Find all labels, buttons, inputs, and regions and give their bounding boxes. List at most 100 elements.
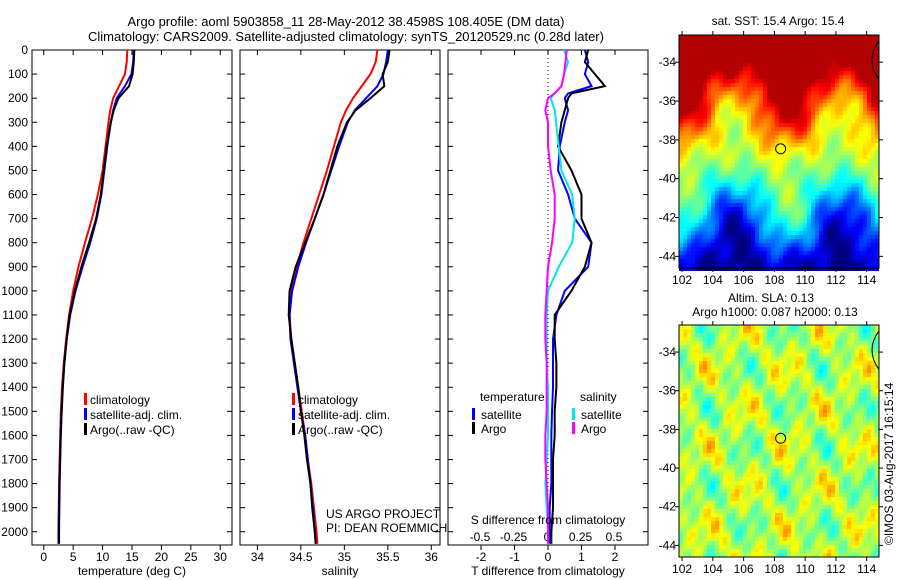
map-cell [703,329,707,333]
map-cell [687,353,691,357]
map-cell [679,151,683,155]
map-cell [759,365,763,369]
map-cell [859,139,863,143]
map-cell [791,243,795,247]
map-cell [715,465,719,469]
map-cell [735,227,739,231]
map-cell [767,377,771,381]
map-cell [739,39,743,43]
map-cell [827,71,831,75]
map-cell [807,429,811,433]
map-cell [715,163,719,167]
map-cell [691,397,695,401]
map-cell [843,417,847,421]
map-cell [815,437,819,441]
map-cell [711,349,715,353]
map-cell [755,377,759,381]
map-cell [723,397,727,401]
map-cell [799,429,803,433]
map-cell [683,115,687,119]
map-cell [875,421,879,425]
map-cell [731,353,735,357]
map-cell [811,453,815,457]
map-cell [679,405,683,409]
map-cell [731,263,735,267]
map-cell [783,103,787,107]
map-cell [795,175,799,179]
map-cell [803,369,807,373]
map-cell [839,445,843,449]
map-cell [683,203,687,207]
map-cell [687,51,691,55]
map-cell [851,151,855,155]
map-cell [835,127,839,131]
map-cell [723,337,727,341]
map-cell [775,385,779,389]
map-cell [687,163,691,167]
map-cell [727,127,731,131]
map-cell [679,329,683,333]
map-cell [819,79,823,83]
map-cell [795,357,799,361]
map-cell [683,87,687,91]
map-cell [795,445,799,449]
map-cell [739,199,743,203]
map-cell [847,449,851,453]
map-cell [863,329,867,333]
map-cell [723,75,727,79]
map-cell [875,353,879,357]
map-cell [867,115,871,119]
map-cell [711,247,715,251]
map-cell [775,373,779,377]
map-cell [863,95,867,99]
map-cell [731,381,735,385]
map-cell [779,361,783,365]
map-cell [727,369,731,373]
map-cell [851,369,855,373]
map-cell [699,163,703,167]
map-cell [779,63,783,67]
map-cell [727,103,731,107]
map-cell [731,445,735,449]
map-cell [731,337,735,341]
map-cell [839,429,843,433]
map-cell [751,239,755,243]
map-cell [695,71,699,75]
map-cell [771,87,775,91]
map-cell [723,449,727,453]
map-cell [803,385,807,389]
map-cell [859,417,863,421]
map-cell [875,215,879,219]
map-cell [835,111,839,115]
map-cell [767,35,771,39]
map-cell [775,267,779,271]
map-cell [735,159,739,163]
map-cell [847,255,851,259]
map-cell [683,247,687,251]
map-cell [807,123,811,127]
map-cell [691,155,695,159]
map-cell [723,345,727,349]
map-cell [683,191,687,195]
map-cell [839,143,843,147]
map-cell [875,437,879,441]
map-cell [691,183,695,187]
map-cell [679,239,683,243]
map-cell [859,325,863,329]
map-cell [815,243,819,247]
map-cell [759,203,763,207]
map-cell [875,369,879,373]
map-cell [799,345,803,349]
depth-tick-label: 1600 [1,428,28,442]
map-cell [703,341,707,345]
map-cell [847,123,851,127]
map-cell [875,95,879,99]
map-cell [683,55,687,59]
map-cell [823,91,827,95]
map-cell [783,341,787,345]
map-cell [767,361,771,365]
map-cell [871,441,875,445]
map-cell [735,55,739,59]
map-cell [775,405,779,409]
legend-swatch [292,423,295,435]
